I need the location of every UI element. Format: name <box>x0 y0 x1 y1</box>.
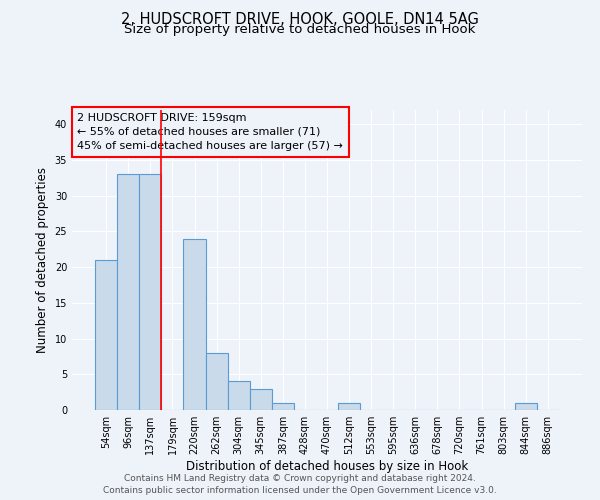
Bar <box>184 238 206 410</box>
Bar <box>227 382 250 410</box>
Bar <box>272 403 294 410</box>
Bar <box>206 353 227 410</box>
Text: Size of property relative to detached houses in Hook: Size of property relative to detached ho… <box>124 22 476 36</box>
Text: 2 HUDSCROFT DRIVE: 159sqm
← 55% of detached houses are smaller (71)
45% of semi-: 2 HUDSCROFT DRIVE: 159sqm ← 55% of detac… <box>77 113 343 151</box>
Bar <box>250 388 272 410</box>
Bar <box>139 174 161 410</box>
Y-axis label: Number of detached properties: Number of detached properties <box>36 167 49 353</box>
Bar <box>515 403 537 410</box>
X-axis label: Distribution of detached houses by size in Hook: Distribution of detached houses by size … <box>186 460 468 473</box>
Text: 2, HUDSCROFT DRIVE, HOOK, GOOLE, DN14 5AG: 2, HUDSCROFT DRIVE, HOOK, GOOLE, DN14 5A… <box>121 12 479 28</box>
Bar <box>95 260 117 410</box>
Bar <box>117 174 139 410</box>
Text: Contains HM Land Registry data © Crown copyright and database right 2024.
Contai: Contains HM Land Registry data © Crown c… <box>103 474 497 495</box>
Bar <box>338 403 360 410</box>
